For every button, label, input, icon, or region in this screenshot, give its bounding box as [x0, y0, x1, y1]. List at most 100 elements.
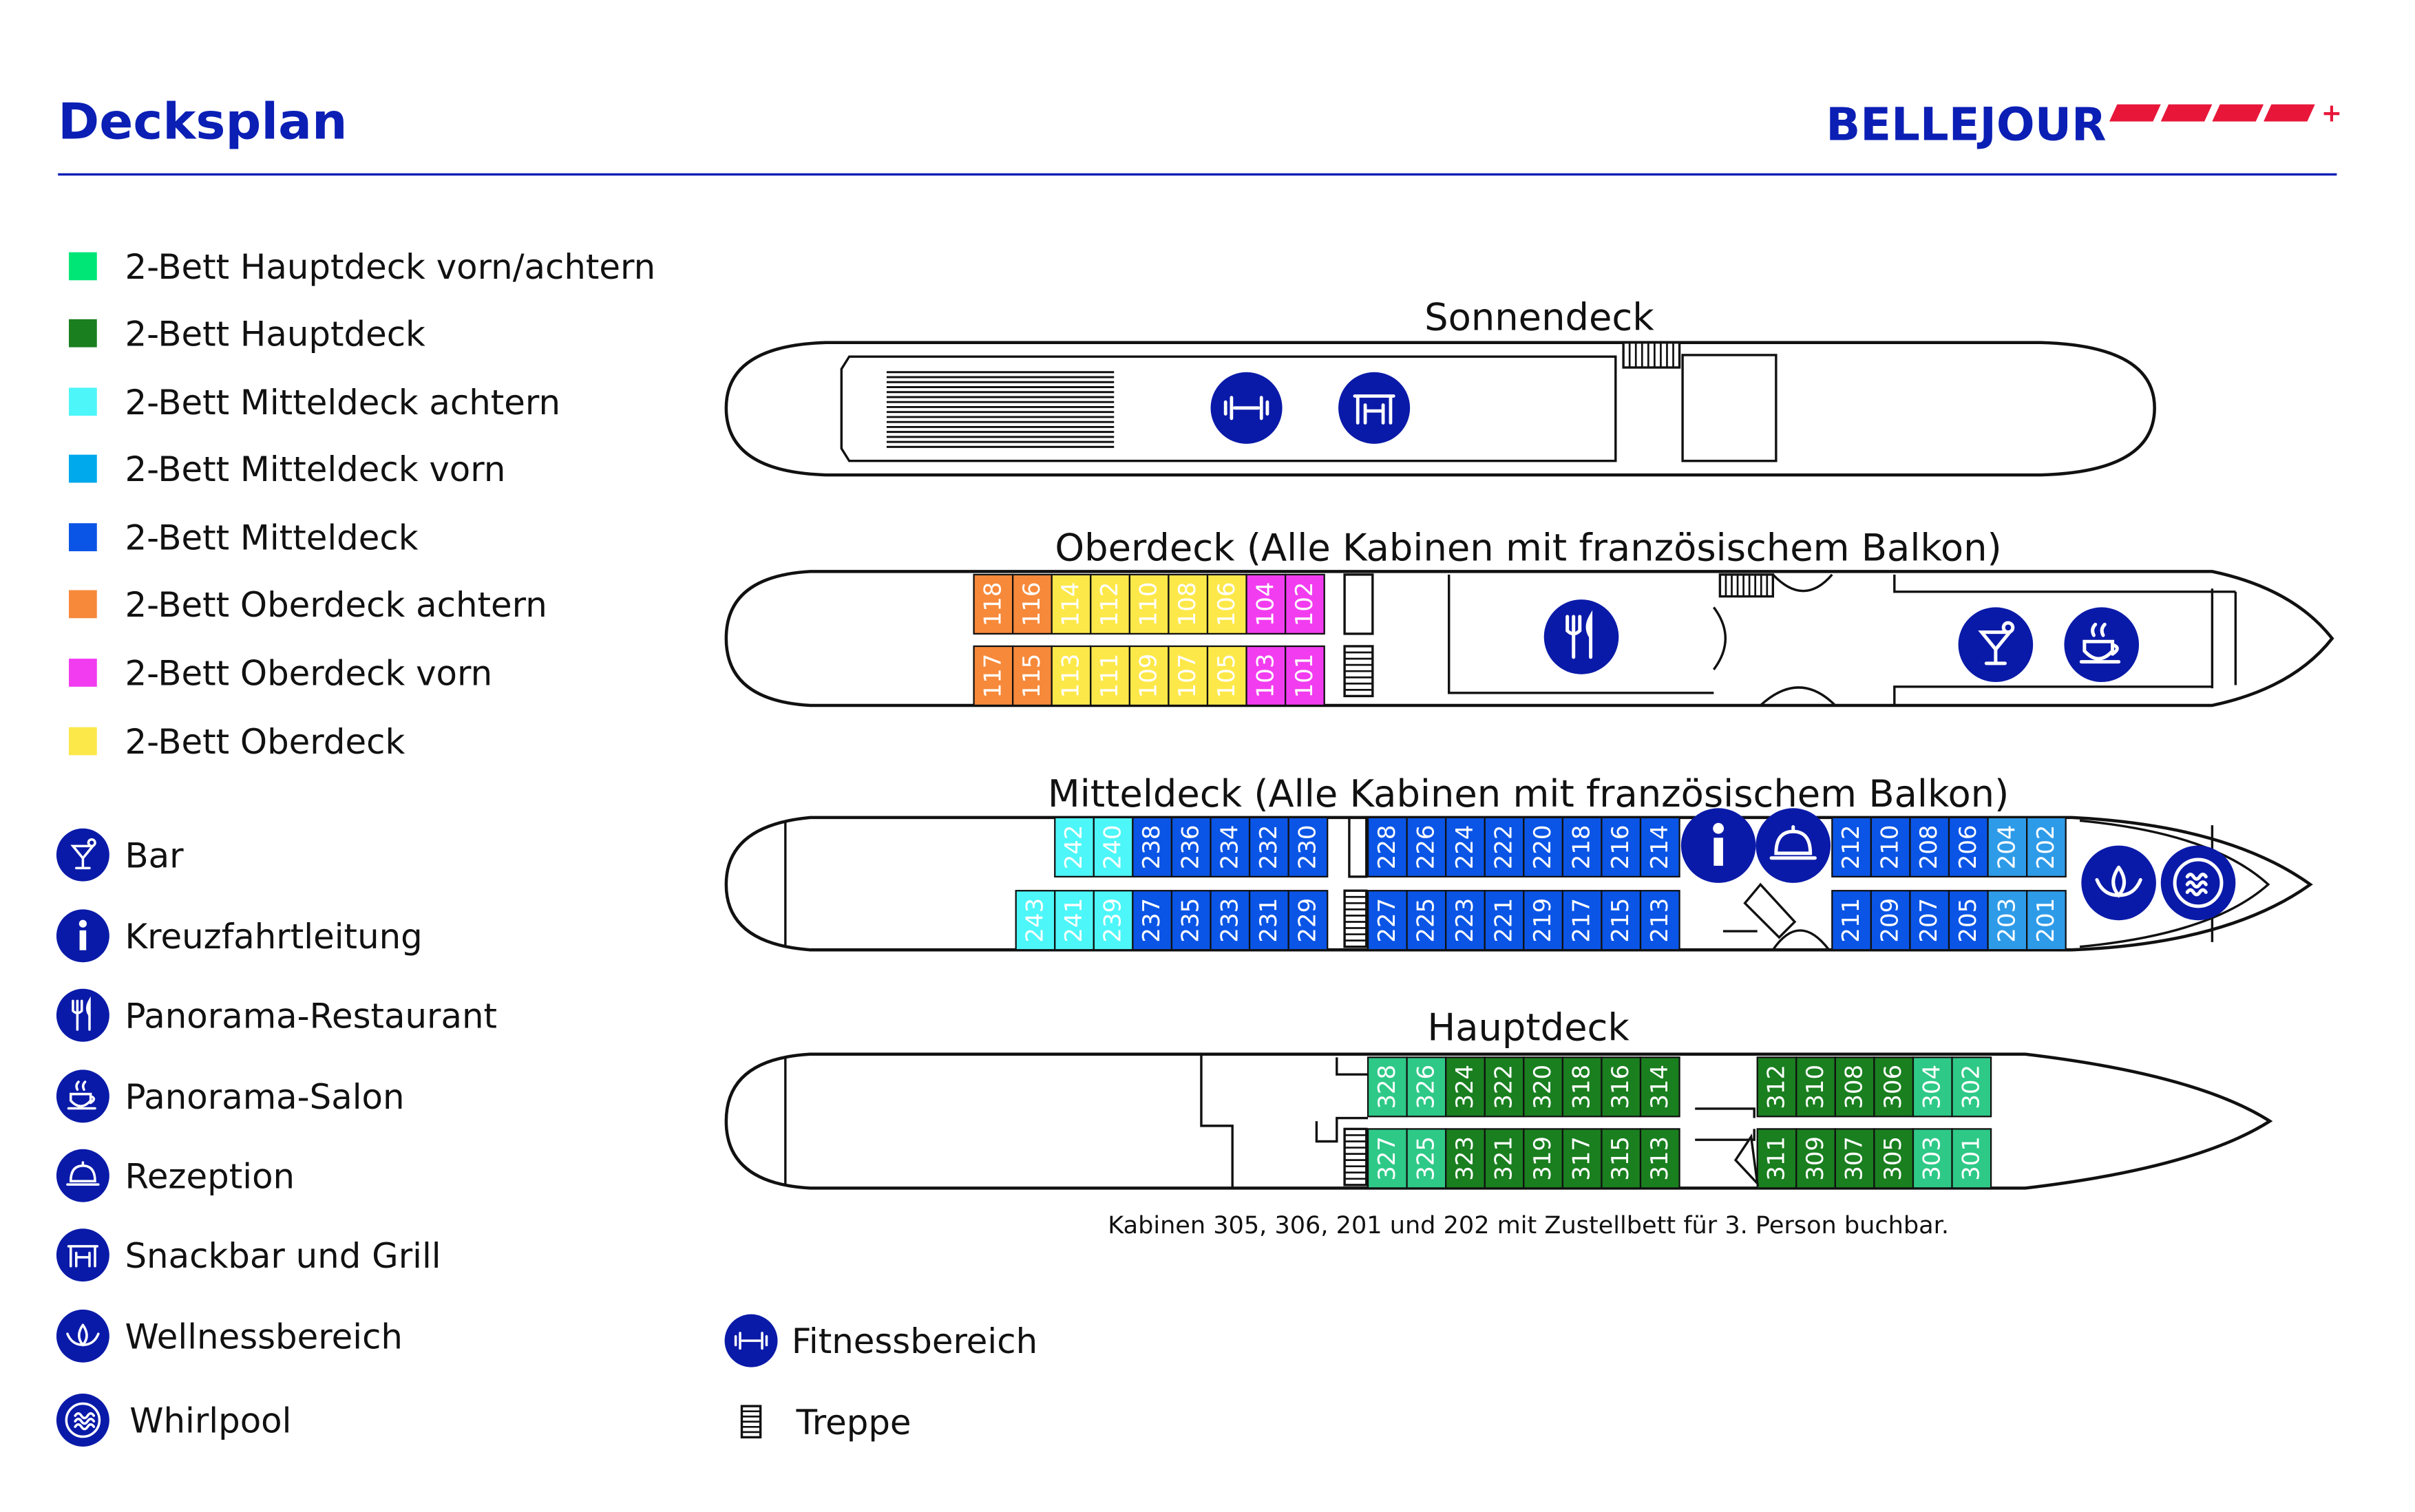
cabin-232[interactable]: 232 [1248, 816, 1289, 877]
cabin-fill [1445, 890, 1486, 951]
cabin-115[interactable]: 115 [1012, 645, 1053, 707]
cabin-317[interactable]: 317 [1561, 1128, 1603, 1189]
cabin-324[interactable]: 324 [1445, 1056, 1486, 1118]
cabin-321[interactable]: 321 [1484, 1128, 1525, 1189]
cabin-327[interactable]: 327 [1367, 1128, 1408, 1189]
cabin-202[interactable]: 202 [2026, 816, 2067, 877]
cabin-318[interactable]: 318 [1561, 1056, 1603, 1118]
cabin-239[interactable]: 239 [1093, 890, 1134, 951]
cutlery-icon [56, 988, 109, 1042]
cabin-214[interactable]: 214 [1639, 816, 1680, 877]
cabin-225[interactable]: 225 [1406, 890, 1447, 951]
cabin-236[interactable]: 236 [1170, 816, 1212, 877]
cabin-242[interactable]: 242 [1054, 816, 1095, 877]
cabin-220[interactable]: 220 [1523, 816, 1564, 877]
cabin-313[interactable]: 313 [1639, 1128, 1680, 1189]
cabin-323[interactable]: 323 [1445, 1128, 1486, 1189]
cabin-number: 226 [1413, 824, 1439, 869]
cabin-230[interactable]: 230 [1287, 816, 1329, 877]
cabin-234[interactable]: 234 [1210, 816, 1251, 877]
cabin-302[interactable]: 302 [1951, 1056, 1992, 1118]
cabin-305[interactable]: 305 [1873, 1128, 1915, 1189]
cabin-322[interactable]: 322 [1484, 1056, 1525, 1118]
cabin-314[interactable]: 314 [1639, 1056, 1680, 1118]
cabin-104[interactable]: 104 [1245, 573, 1287, 635]
cabin-203[interactable]: 203 [1987, 890, 2028, 951]
cabin-212[interactable]: 212 [1831, 816, 1873, 877]
cabin-number: 237 [1139, 898, 1166, 943]
cabin-316[interactable]: 316 [1601, 1056, 1642, 1118]
cabin-227[interactable]: 227 [1367, 890, 1408, 951]
cabin-218[interactable]: 218 [1561, 816, 1603, 877]
cabin-118[interactable]: 118 [973, 573, 1014, 635]
cabin-237[interactable]: 237 [1132, 890, 1173, 951]
cabin-207[interactable]: 207 [1909, 890, 1950, 951]
cabin-224[interactable]: 224 [1445, 816, 1486, 877]
cabin-106[interactable]: 106 [1206, 573, 1247, 635]
cabin-103[interactable]: 103 [1245, 645, 1287, 707]
cabin-311[interactable]: 311 [1756, 1128, 1797, 1189]
cabin-229[interactable]: 229 [1287, 890, 1329, 951]
cabin-228[interactable]: 228 [1367, 816, 1408, 877]
cabin-number: 114 [1058, 582, 1085, 627]
cabin-238[interactable]: 238 [1132, 816, 1173, 877]
cabin-107[interactable]: 107 [1168, 645, 1209, 707]
cabin-315[interactable]: 315 [1601, 1128, 1642, 1189]
cabin-308[interactable]: 308 [1834, 1056, 1875, 1118]
cabin-213[interactable]: 213 [1639, 890, 1680, 951]
cabin-fill [1912, 1128, 1953, 1189]
cabin-105[interactable]: 105 [1206, 645, 1247, 707]
cabin-201[interactable]: 201 [2026, 890, 2067, 951]
cabin-fill [1795, 1128, 1836, 1189]
cabin-206[interactable]: 206 [1948, 816, 1989, 877]
cabin-221[interactable]: 221 [1484, 890, 1525, 951]
cabin-226[interactable]: 226 [1406, 816, 1447, 877]
cabin-301[interactable]: 301 [1951, 1128, 1992, 1189]
cabin-235[interactable]: 235 [1170, 890, 1212, 951]
deck-sonnendeck: Sonnendeck [724, 296, 2156, 477]
cabin-307[interactable]: 307 [1834, 1128, 1875, 1189]
cabin-112[interactable]: 112 [1090, 573, 1131, 635]
cabin-204[interactable]: 204 [1987, 816, 2028, 877]
cabin-209[interactable]: 209 [1870, 890, 1911, 951]
cabin-101[interactable]: 101 [1284, 645, 1325, 707]
cabin-303[interactable]: 303 [1912, 1128, 1953, 1189]
cabin-222[interactable]: 222 [1484, 816, 1525, 877]
cabin-216[interactable]: 216 [1601, 816, 1642, 877]
cabin-102[interactable]: 102 [1284, 573, 1325, 635]
cabin-215[interactable]: 215 [1601, 890, 1642, 951]
cabin-108[interactable]: 108 [1168, 573, 1209, 635]
cabin-312[interactable]: 312 [1756, 1056, 1797, 1118]
cabin-110[interactable]: 110 [1128, 573, 1170, 635]
cabin-number: 303 [1919, 1136, 1946, 1181]
cabin-114[interactable]: 114 [1051, 573, 1092, 635]
cabin-326[interactable]: 326 [1406, 1056, 1447, 1118]
cabin-309[interactable]: 309 [1795, 1128, 1836, 1189]
icon-legend-item: Fitnessbereich [724, 1314, 1037, 1367]
cabin-217[interactable]: 217 [1561, 890, 1603, 951]
cabin-205[interactable]: 205 [1948, 890, 1989, 951]
cabin-116[interactable]: 116 [1012, 573, 1053, 635]
cabin-number: 111 [1097, 654, 1124, 699]
cabin-231[interactable]: 231 [1248, 890, 1289, 951]
cabin-219[interactable]: 219 [1523, 890, 1564, 951]
cabin-109[interactable]: 109 [1128, 645, 1170, 707]
cabin-306[interactable]: 306 [1873, 1056, 1915, 1118]
cabin-325[interactable]: 325 [1406, 1128, 1447, 1189]
cabin-211[interactable]: 211 [1831, 890, 1873, 951]
cabin-241[interactable]: 241 [1054, 890, 1095, 951]
cabin-304[interactable]: 304 [1912, 1056, 1953, 1118]
cabin-117[interactable]: 117 [973, 645, 1014, 707]
cabin-113[interactable]: 113 [1051, 645, 1092, 707]
cabin-208[interactable]: 208 [1909, 816, 1950, 877]
cabin-240[interactable]: 240 [1093, 816, 1134, 877]
cabin-320[interactable]: 320 [1523, 1056, 1564, 1118]
cabin-210[interactable]: 210 [1870, 816, 1911, 877]
cabin-111[interactable]: 111 [1090, 645, 1131, 707]
cabin-223[interactable]: 223 [1445, 890, 1486, 951]
cabin-328[interactable]: 328 [1367, 1056, 1408, 1118]
cabin-233[interactable]: 233 [1210, 890, 1251, 951]
cabin-243[interactable]: 243 [1015, 890, 1056, 951]
cabin-319[interactable]: 319 [1523, 1128, 1564, 1189]
cabin-310[interactable]: 310 [1795, 1056, 1836, 1118]
